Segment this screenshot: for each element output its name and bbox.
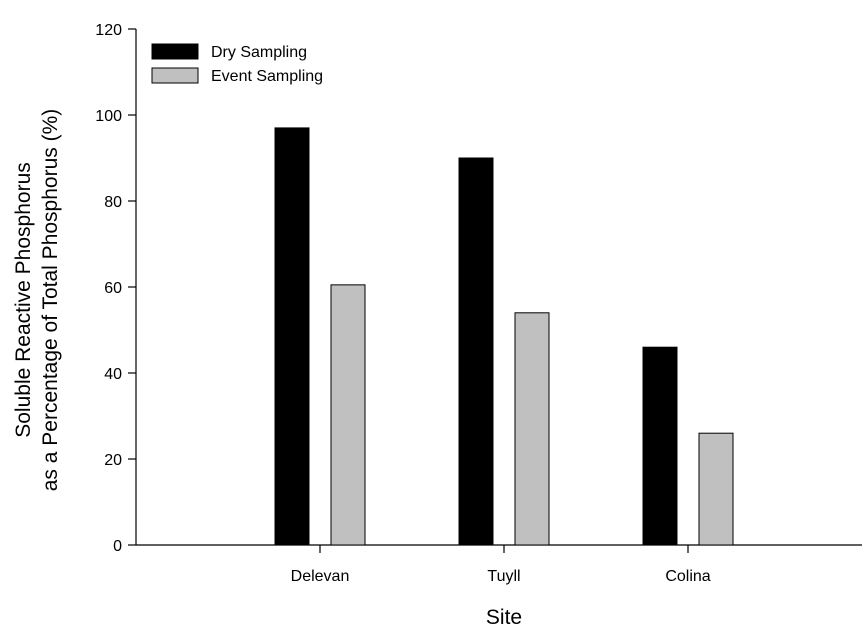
legend-swatch-dry xyxy=(151,43,199,60)
legend-label-event: Event Sampling xyxy=(211,68,323,85)
bar-dry-colina xyxy=(642,346,678,546)
y-tick-label: 20 xyxy=(104,452,122,469)
y-tick-label: 0 xyxy=(113,538,122,555)
legend: Dry Sampling Event Sampling xyxy=(151,43,323,85)
x-axis-title: Site xyxy=(486,606,522,627)
y-axis-title-line-1: Soluble Reactive Phosphorus xyxy=(12,162,35,438)
y-axis: 0 20 40 60 80 100 120 xyxy=(95,22,137,555)
x-tick-label: Delevan xyxy=(291,568,350,585)
bar-dry-tuyll xyxy=(458,157,494,546)
y-tick-label: 100 xyxy=(95,108,122,125)
bar-event-delevan xyxy=(330,284,366,546)
y-tick-label: 120 xyxy=(95,22,122,39)
y-tick-label: 40 xyxy=(104,366,122,383)
x-axis: Delevan Tuyll Colina xyxy=(136,544,862,585)
bar-event-tuyll xyxy=(514,312,550,546)
x-tick-label: Colina xyxy=(665,568,710,585)
legend-swatch-event xyxy=(151,67,199,84)
y-axis-title-line-2: as a Percentage of Total Phosphorus (%) xyxy=(39,109,62,492)
x-tick-label: Tuyll xyxy=(487,568,520,585)
bars xyxy=(274,127,734,546)
legend-label-dry: Dry Sampling xyxy=(211,44,307,61)
bar-event-colina xyxy=(698,432,734,546)
y-tick-label: 80 xyxy=(104,194,122,211)
y-tick-label: 60 xyxy=(104,280,122,297)
bar-dry-delevan xyxy=(274,127,310,546)
